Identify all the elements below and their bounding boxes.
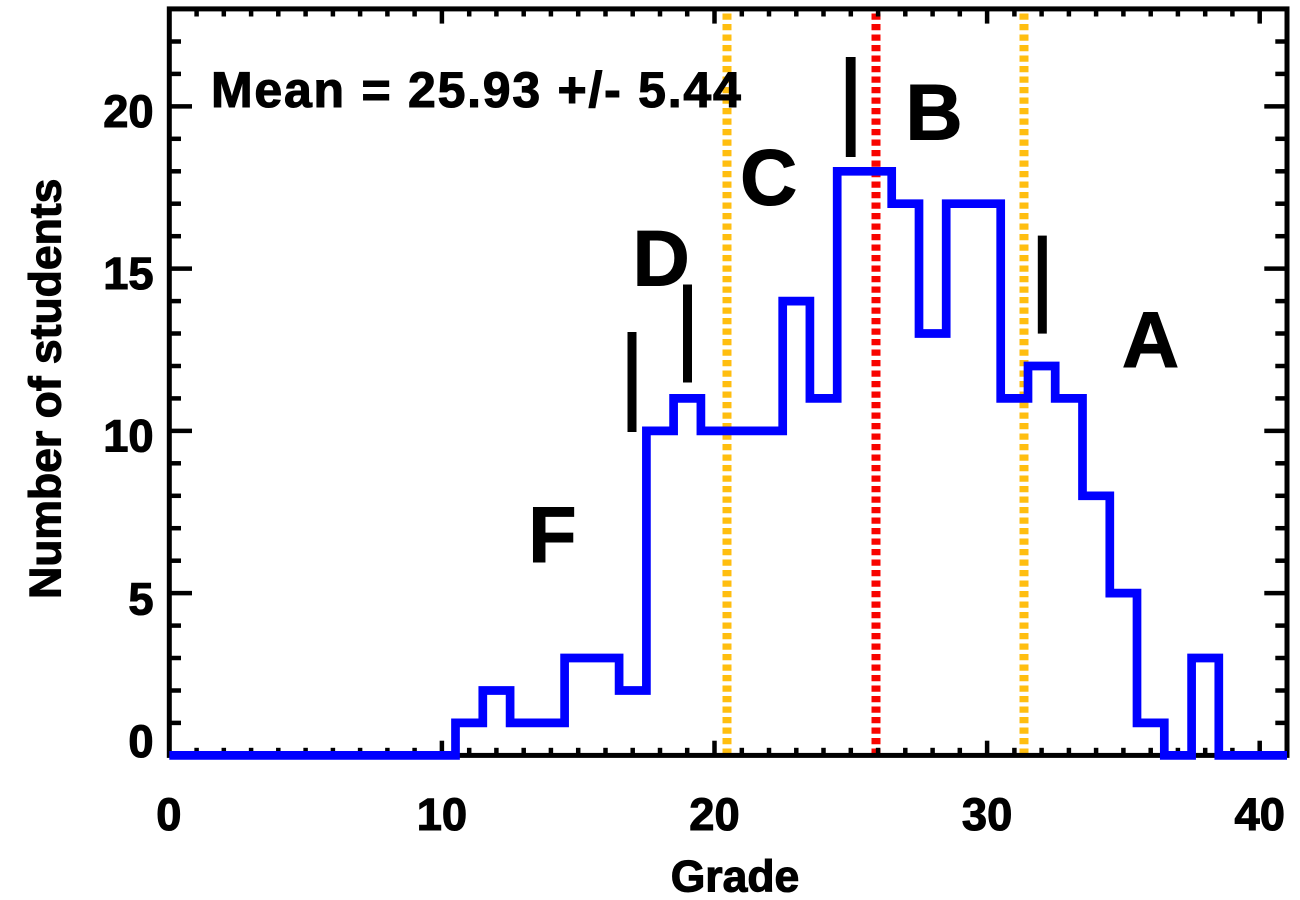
svg-text:10: 10 [103,410,153,461]
svg-text:C: C [740,132,797,221]
svg-text:40: 40 [1235,789,1285,840]
svg-text:D: D [633,214,690,303]
svg-text:A: A [1122,295,1179,384]
svg-text:10: 10 [417,789,467,840]
svg-text:20: 20 [103,86,153,137]
svg-text:B: B [905,68,962,157]
svg-text:5: 5 [128,574,153,625]
svg-text:15: 15 [103,248,153,299]
svg-text:Mean = 25.93 +/- 5.44: Mean = 25.93 +/- 5.44 [211,62,743,118]
svg-text:0: 0 [156,789,181,840]
svg-text:20: 20 [689,789,739,840]
svg-text:Number of students: Number of students [21,179,70,599]
svg-text:0: 0 [128,716,153,767]
svg-text:30: 30 [962,789,1012,840]
svg-text:F: F [528,490,576,579]
svg-text:Grade: Grade [671,853,800,900]
